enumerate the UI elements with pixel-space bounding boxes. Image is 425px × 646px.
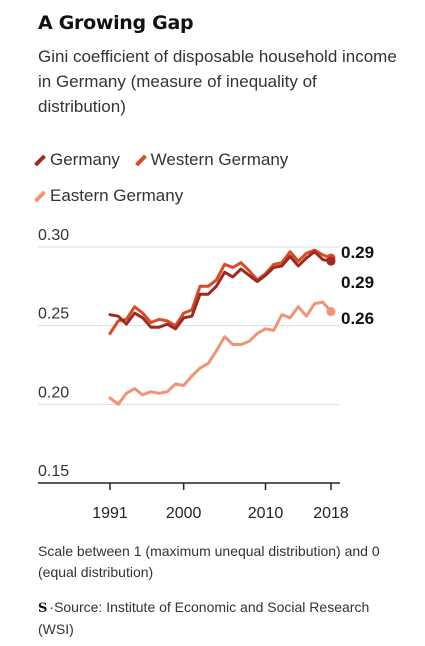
source-line: S ·Source: Institute of Economic and Soci… (38, 597, 408, 639)
x-tick-label: 1991 (92, 505, 128, 522)
legend-item-eastern-germany: Eastern Germany (33, 185, 184, 207)
series-line-germany (108, 250, 333, 331)
legend-label-germany: Germany (50, 150, 120, 169)
legend-swatch-germany (33, 153, 47, 167)
end-label-eastern-germany: 0.26 (341, 309, 374, 328)
x-tick-label: 2018 (313, 505, 349, 522)
end-marker-germany (326, 256, 336, 266)
legend-label-western-germany: Western Germany (150, 150, 289, 169)
legend-swatch-western-germany (134, 153, 147, 167)
y-tick-label: 0.30 (38, 227, 69, 244)
chart-title: A Growing Gap (38, 12, 194, 34)
chart-subtitle: Gini coefficient of disposable household… (38, 47, 397, 116)
legend-label-eastern-germany: Eastern Germany (50, 186, 184, 205)
series-line-eastern-germany (108, 300, 333, 406)
bullet-separator: · (49, 599, 55, 615)
series-line-western-germany (108, 248, 333, 335)
legend-item-germany: Germany (33, 149, 120, 171)
legend: Germany Western Germany Eastern Germany (33, 149, 418, 221)
x-tick-label: 2000 (166, 505, 202, 522)
legend-swatch-eastern-germany (33, 189, 47, 203)
y-tick-label: 0.25 (38, 306, 69, 323)
publisher-logo: S (38, 601, 48, 616)
y-tick-label: 0.15 (38, 463, 69, 480)
y-tick-label: 0.20 (38, 384, 69, 401)
legend-item-western-germany: Western Germany (134, 149, 289, 171)
end-label-germany: 0.29 (341, 273, 374, 292)
scale-note: Scale between 1 (maximum unequal distrib… (38, 543, 380, 580)
x-tick-label: 2010 (248, 505, 284, 522)
end-marker-eastern-germany (326, 307, 336, 317)
source-text: Source: Institute of Economic and Social… (38, 599, 370, 637)
line-chart: 0.30 0.25 0.20 0.15 1991 2000 2010 2018 0.29 0.29… (38, 227, 374, 522)
end-label-western-germany: 0.29 (341, 243, 374, 262)
